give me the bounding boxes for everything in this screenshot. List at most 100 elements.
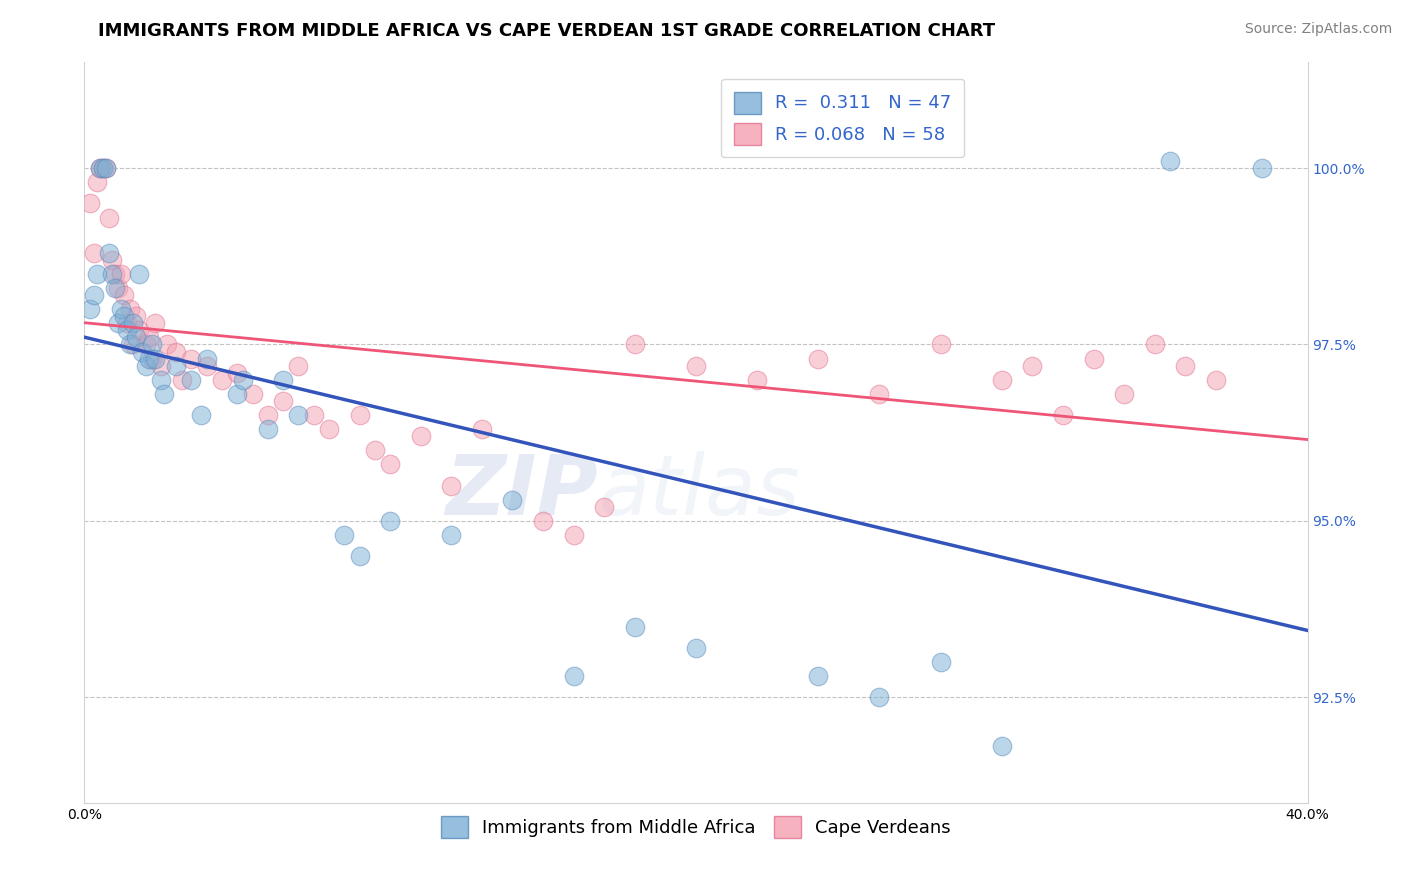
Point <box>180 373 202 387</box>
Text: Source: ZipAtlas.com: Source: ZipAtlas.com <box>1244 22 1392 37</box>
Point <box>271 373 294 387</box>
Point <box>380 514 402 528</box>
Legend: Immigrants from Middle Africa, Cape Verdeans: Immigrants from Middle Africa, Cape Verd… <box>433 809 959 846</box>
Point <box>471 422 494 436</box>
Point <box>807 351 830 366</box>
Point <box>104 281 127 295</box>
Point <box>94 161 117 176</box>
Point <box>112 310 135 324</box>
Point <box>624 619 647 633</box>
Point <box>302 408 325 422</box>
Point <box>1052 408 1074 422</box>
Point <box>1250 161 1272 176</box>
Point <box>122 337 145 351</box>
Point <box>110 267 132 281</box>
Point <box>380 458 402 472</box>
Point <box>226 366 249 380</box>
Point <box>440 478 463 492</box>
Point <box>562 528 585 542</box>
Point <box>165 359 187 373</box>
Point <box>1159 154 1181 169</box>
Point <box>869 690 891 704</box>
Point <box>531 514 554 528</box>
Point <box>1114 387 1136 401</box>
Point <box>104 267 127 281</box>
Point <box>593 500 616 514</box>
Point <box>190 408 212 422</box>
Point <box>141 351 163 366</box>
Point <box>180 351 202 366</box>
Point <box>115 316 138 330</box>
Point <box>257 422 280 436</box>
Point <box>112 288 135 302</box>
Point <box>685 640 707 655</box>
Point <box>271 393 294 408</box>
Point <box>1021 359 1043 373</box>
Point <box>125 330 148 344</box>
Point <box>143 351 166 366</box>
Point <box>125 310 148 324</box>
Point <box>624 337 647 351</box>
Point <box>107 281 129 295</box>
Point <box>747 373 769 387</box>
Point <box>141 337 163 351</box>
Point <box>86 267 108 281</box>
Point <box>156 337 179 351</box>
Point <box>143 316 166 330</box>
Point <box>115 323 138 337</box>
Point <box>135 359 157 373</box>
Point <box>94 161 117 176</box>
Point <box>83 288 105 302</box>
Text: IMMIGRANTS FROM MIDDLE AFRICA VS CAPE VERDEAN 1ST GRADE CORRELATION CHART: IMMIGRANTS FROM MIDDLE AFRICA VS CAPE VE… <box>98 22 995 40</box>
Point <box>232 373 254 387</box>
Point <box>287 359 309 373</box>
Point <box>122 316 145 330</box>
Text: atlas: atlas <box>598 451 800 533</box>
Point <box>869 387 891 401</box>
Point <box>89 161 111 176</box>
Point <box>91 161 114 176</box>
Point <box>502 492 524 507</box>
Point <box>195 359 218 373</box>
Point <box>128 267 150 281</box>
Point <box>242 387 264 401</box>
Point <box>211 373 233 387</box>
Point <box>172 373 194 387</box>
Text: ZIP: ZIP <box>446 451 598 533</box>
Point <box>128 323 150 337</box>
Point <box>807 669 830 683</box>
Point <box>110 302 132 317</box>
Point <box>929 655 952 669</box>
Point <box>287 408 309 422</box>
Point <box>131 344 153 359</box>
Point <box>97 245 120 260</box>
Point <box>101 252 124 267</box>
Point <box>120 337 142 351</box>
Point <box>409 429 432 443</box>
Point <box>86 175 108 189</box>
Point <box>101 267 124 281</box>
Point <box>195 351 218 366</box>
Point <box>138 330 160 344</box>
Point <box>1143 337 1166 351</box>
Point <box>107 316 129 330</box>
Point <box>91 161 114 176</box>
Point <box>120 302 142 317</box>
Point <box>138 351 160 366</box>
Point <box>89 161 111 176</box>
Point <box>333 528 356 542</box>
Point <box>79 196 101 211</box>
Point <box>149 359 172 373</box>
Point <box>349 549 371 563</box>
Point <box>135 337 157 351</box>
Point <box>440 528 463 542</box>
Point <box>349 408 371 422</box>
Point <box>97 211 120 225</box>
Point <box>257 408 280 422</box>
Point <box>153 387 176 401</box>
Point <box>149 373 172 387</box>
Point <box>562 669 585 683</box>
Point <box>83 245 105 260</box>
Point <box>1083 351 1105 366</box>
Point <box>991 373 1014 387</box>
